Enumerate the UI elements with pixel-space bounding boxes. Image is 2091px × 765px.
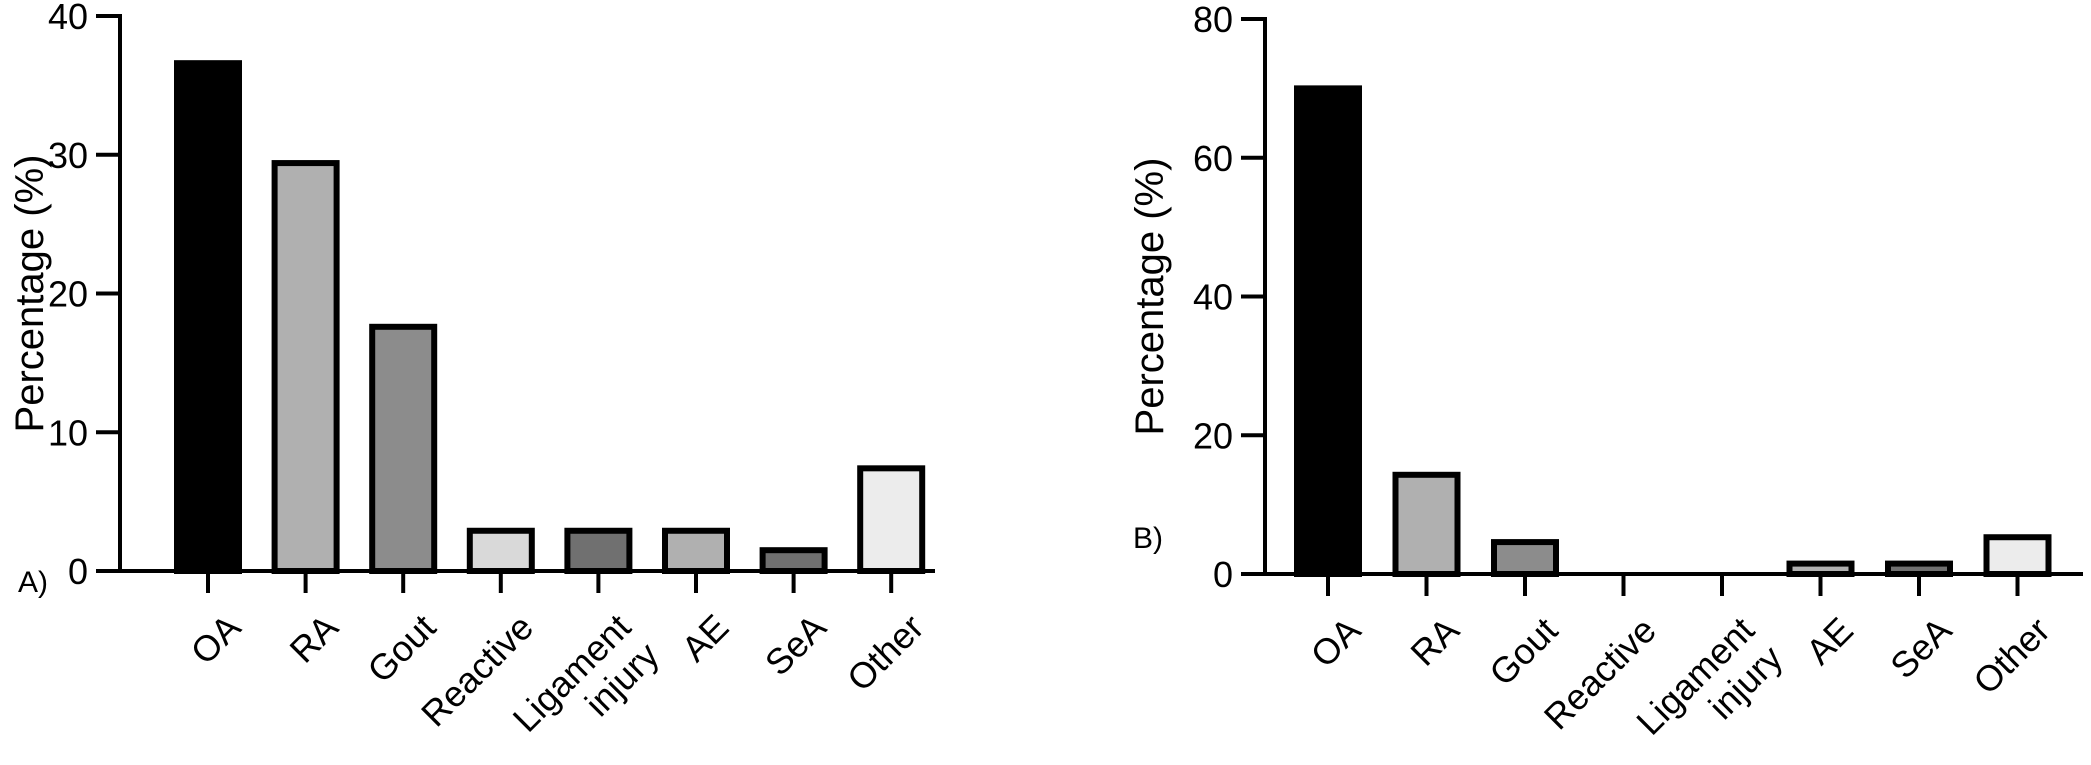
- x-category-label: SeA: [757, 606, 834, 683]
- bar: [1294, 85, 1362, 577]
- y-tick-label: 0: [68, 551, 88, 592]
- y-tick-label: 30: [48, 135, 88, 176]
- bar: [564, 527, 633, 575]
- x-category-label: OA: [1303, 609, 1369, 675]
- y-tick-label: 0: [1213, 554, 1233, 595]
- x-category-label: Gout: [359, 606, 443, 690]
- bar: [271, 160, 340, 574]
- y-tick-label: 60: [1193, 138, 1233, 179]
- x-category-label: AE: [1798, 609, 1861, 672]
- bar: [466, 527, 535, 575]
- x-category-label: AE: [673, 606, 736, 669]
- bar: [1885, 560, 1953, 577]
- bar: [1786, 560, 1855, 577]
- y-axis-title: Percentage (%): [8, 155, 52, 433]
- x-category-label: Other: [839, 606, 932, 699]
- x-category-label: RA: [282, 606, 346, 670]
- x-category-label: OA: [183, 606, 249, 672]
- y-axis-title: Percentage (%): [1128, 158, 1172, 436]
- x-category-label: SeA: [1882, 609, 1959, 686]
- x-category-label: Gout: [1481, 609, 1565, 693]
- x-category-label: Other: [1965, 609, 2058, 702]
- bar: [857, 465, 926, 575]
- y-tick-label: 10: [48, 412, 88, 453]
- y-tick-label: 80: [1193, 0, 1233, 40]
- bar: [662, 527, 730, 575]
- y-tick-label: 20: [1193, 415, 1233, 456]
- bar: [174, 60, 242, 575]
- panel-label: A): [18, 566, 48, 599]
- y-tick-label: 20: [48, 274, 88, 315]
- bar: [369, 323, 438, 574]
- bar: [759, 547, 828, 574]
- bar: [1392, 471, 1461, 578]
- y-tick-label: 40: [48, 0, 88, 37]
- y-tick-label: 40: [1193, 277, 1233, 318]
- panel-label: B): [1133, 522, 1163, 555]
- bar: [1491, 539, 1559, 578]
- bar: [1983, 534, 2052, 578]
- x-category-label: RA: [1402, 609, 1466, 673]
